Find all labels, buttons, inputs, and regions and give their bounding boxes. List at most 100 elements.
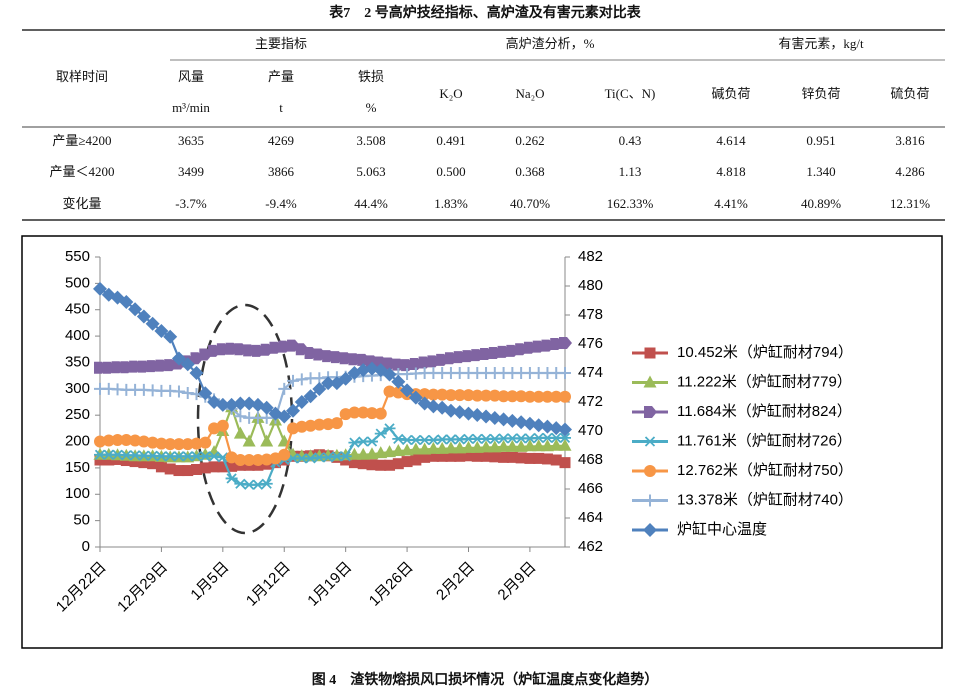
marker xyxy=(233,426,247,439)
marker xyxy=(427,388,440,401)
marker xyxy=(313,418,326,431)
marker xyxy=(259,400,274,415)
marker xyxy=(489,451,501,463)
marker xyxy=(559,367,571,379)
y-tick-label: 350 xyxy=(65,353,90,370)
marker xyxy=(471,450,483,462)
marker xyxy=(443,403,458,418)
marker xyxy=(182,465,194,477)
table-column-header: K₂O xyxy=(439,86,462,101)
marker xyxy=(233,396,248,411)
table-cell: 40.89% xyxy=(801,196,841,211)
marker xyxy=(242,396,257,411)
marker xyxy=(383,423,396,434)
legend-marker xyxy=(643,375,657,388)
marker xyxy=(155,437,168,450)
marker xyxy=(391,374,406,389)
marker xyxy=(164,463,176,475)
series xyxy=(94,423,571,490)
x-tick-label: 12月29日 xyxy=(114,559,171,616)
y2-tick-label: 478 xyxy=(578,306,603,323)
marker xyxy=(137,435,150,448)
marker xyxy=(559,432,571,443)
table-cell: 0.43 xyxy=(619,133,642,148)
legend-label: 12.762米（炉缸耐材750） xyxy=(677,461,853,479)
marker xyxy=(111,433,124,446)
marker xyxy=(242,434,256,447)
marker xyxy=(506,451,518,463)
marker xyxy=(558,438,572,451)
marker xyxy=(321,376,336,391)
marker xyxy=(523,439,537,452)
table-cell: 3.816 xyxy=(895,133,925,148)
marker xyxy=(497,439,511,452)
marker xyxy=(408,390,423,405)
marker xyxy=(488,389,501,402)
marker xyxy=(180,357,195,372)
marker xyxy=(540,439,554,452)
marker xyxy=(215,397,230,412)
marker xyxy=(164,438,177,451)
marker xyxy=(278,448,291,461)
marker xyxy=(436,388,449,401)
series xyxy=(94,336,572,374)
legend-marker xyxy=(644,347,656,359)
table-column-header: 硫负荷 xyxy=(890,86,929,101)
marker xyxy=(216,419,229,432)
table-cell: 162.33% xyxy=(607,196,654,211)
y-tick-label: 150 xyxy=(65,459,90,476)
y2-tick-label: 462 xyxy=(578,538,603,555)
marker xyxy=(470,440,484,453)
marker xyxy=(154,323,169,338)
y-tick-label: 550 xyxy=(65,248,90,265)
y2-tick-label: 474 xyxy=(578,364,603,381)
marker xyxy=(199,436,212,449)
marker xyxy=(234,478,247,489)
marker xyxy=(419,451,431,463)
marker xyxy=(541,390,554,403)
marker xyxy=(260,434,274,447)
marker xyxy=(234,410,247,423)
table-cell: 44.4% xyxy=(354,196,388,211)
table-cell: 3635 xyxy=(178,133,204,148)
y2-tick-label: 466 xyxy=(578,480,603,497)
marker xyxy=(119,294,134,309)
marker xyxy=(426,441,440,454)
marker xyxy=(294,395,309,409)
table-cell: 0.262 xyxy=(515,133,544,148)
marker xyxy=(374,446,388,459)
marker xyxy=(445,450,457,462)
marker xyxy=(559,457,571,469)
marker xyxy=(129,456,141,468)
marker xyxy=(312,381,327,396)
marker xyxy=(506,390,519,403)
marker xyxy=(461,406,476,421)
table-column-header: 取样时间 xyxy=(56,69,108,84)
marker xyxy=(384,459,396,471)
marker xyxy=(452,405,467,420)
marker xyxy=(356,447,370,460)
marker xyxy=(375,459,387,471)
table-cell: 0.368 xyxy=(515,164,544,179)
marker xyxy=(550,390,563,403)
marker xyxy=(172,438,185,451)
marker xyxy=(426,399,441,414)
marker xyxy=(199,462,211,474)
table-column-unit: m³/min xyxy=(172,100,210,115)
marker xyxy=(514,415,529,430)
y-tick-label: 500 xyxy=(65,274,90,291)
marker xyxy=(191,463,203,475)
marker xyxy=(533,452,545,464)
table-cell: 1.340 xyxy=(806,164,835,179)
marker xyxy=(155,461,167,473)
y-tick-label: 0 xyxy=(82,538,90,555)
table-cell: 5.063 xyxy=(356,164,385,179)
marker xyxy=(487,410,502,425)
series xyxy=(94,385,571,466)
marker xyxy=(260,478,273,489)
marker xyxy=(515,452,527,464)
y2-tick-label: 482 xyxy=(578,248,603,265)
marker xyxy=(365,447,379,460)
marker xyxy=(558,422,572,437)
